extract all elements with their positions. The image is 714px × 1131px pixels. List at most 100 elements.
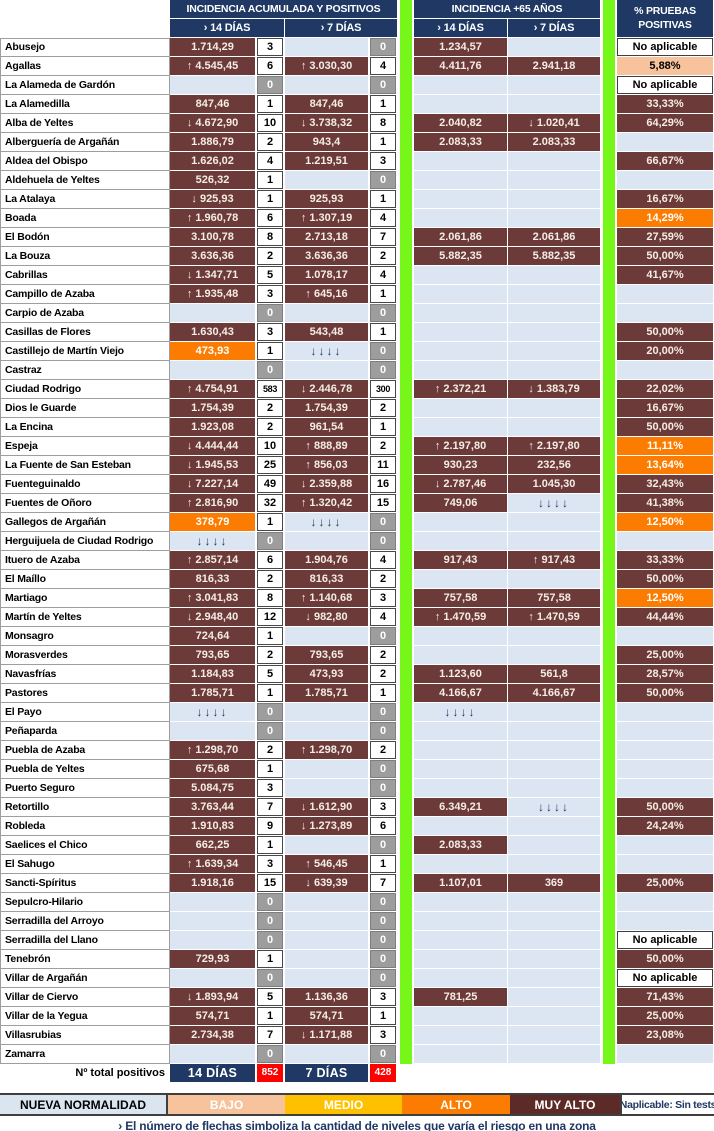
cell-incidencia-14d: 729,93 — [170, 950, 255, 968]
cell-incidencia-7d — [285, 304, 368, 322]
cell-incidencia-7d — [285, 627, 368, 645]
cell-incidencia65-7d — [508, 304, 600, 322]
header-sub-7-dias-65: › 7 DÍAS — [508, 19, 600, 37]
header-pct-line1: % PRUEBAS — [634, 5, 696, 18]
municipality-name: Tenebrón — [0, 950, 170, 969]
cell-incidencia-14d: 1.910,83 — [170, 817, 255, 835]
cell-incidencia65-7d — [508, 76, 600, 94]
cell-positivos-7d: 1 — [370, 855, 396, 873]
cell-incidencia65-7d — [508, 361, 600, 379]
cell-incidencia65-14d: 6.349,21 — [414, 798, 507, 816]
cell-incidencia-7d: ↑ 1.320,42 — [285, 494, 368, 512]
green-separator-right — [603, 0, 615, 1064]
cell-positivos-14d: 7 — [257, 1026, 283, 1044]
cell-positivos-14d: 0 — [257, 912, 283, 930]
cell-positivos-7d: 3 — [370, 1026, 396, 1044]
cell-positivos-14d: 3 — [257, 855, 283, 873]
cell-positivos-7d: 1 — [370, 1007, 396, 1025]
cell-positivos-14d: 2 — [257, 133, 283, 151]
municipality-name: Ciudad Rodrigo — [0, 380, 170, 399]
cell-pct-pruebas: 50,00% — [617, 323, 713, 341]
cell-positivos-14d: 1 — [257, 513, 283, 531]
cell-incidencia65-14d — [414, 1007, 507, 1025]
cell-positivos-14d: 0 — [257, 931, 283, 949]
municipality-name: Monsagro — [0, 627, 170, 646]
cell-incidencia65-7d — [508, 817, 600, 835]
cell-incidencia65-14d — [414, 627, 507, 645]
cell-positivos-7d: 1 — [370, 190, 396, 208]
cell-incidencia-7d: 847,46 — [285, 95, 368, 113]
cell-positivos-14d: 1 — [257, 627, 283, 645]
cell-positivos-14d: 2 — [257, 247, 283, 265]
cell-positivos-14d: 2 — [257, 741, 283, 759]
cell-positivos-7d: 0 — [370, 627, 396, 645]
cell-positivos-14d: 3 — [257, 779, 283, 797]
cell-pct-pruebas — [617, 912, 713, 930]
cell-incidencia65-7d — [508, 152, 600, 170]
cell-positivos-7d: 0 — [370, 722, 396, 740]
cell-incidencia65-14d — [414, 893, 507, 911]
cell-incidencia65-7d — [508, 323, 600, 341]
cell-positivos-7d: 0 — [370, 304, 396, 322]
cell-pct-pruebas: 41,38% — [617, 494, 713, 512]
municipality-name: Pastores — [0, 684, 170, 703]
cell-positivos-7d: 2 — [370, 399, 396, 417]
cell-incidencia-7d: 1.078,17 — [285, 266, 368, 284]
cell-incidencia65-7d: ↑ 1.470,59 — [508, 608, 600, 626]
header-sub-7-dias: › 7 DÍAS — [285, 19, 397, 37]
cell-pct-pruebas: 5,88% — [617, 57, 713, 75]
municipality-name: Espeja — [0, 437, 170, 456]
cell-positivos-7d: 0 — [370, 76, 396, 94]
municipality-name: Puebla de Azaba — [0, 741, 170, 760]
cell-pct-pruebas: 16,67% — [617, 190, 713, 208]
cell-incidencia-14d: 526,32 — [170, 171, 255, 189]
cell-incidencia65-7d — [508, 570, 600, 588]
cell-incidencia65-14d — [414, 266, 507, 284]
cell-incidencia65-14d: 2.040,82 — [414, 114, 507, 132]
legend-bajo: BAJO — [168, 1095, 285, 1114]
cell-incidencia65-14d — [414, 190, 507, 208]
cell-incidencia65-14d — [414, 1026, 507, 1044]
cell-pct-pruebas — [617, 855, 713, 873]
cell-incidencia65-7d — [508, 760, 600, 778]
cell-incidencia65-7d — [508, 532, 600, 550]
cell-pct-pruebas: 22,02% — [617, 380, 713, 398]
cell-incidencia65-14d — [414, 171, 507, 189]
cell-incidencia65-7d — [508, 1007, 600, 1025]
cell-incidencia-14d: ↓ 1.893,94 — [170, 988, 255, 1006]
cell-incidencia65-14d — [414, 1045, 507, 1063]
cell-incidencia65-7d — [508, 722, 600, 740]
cell-incidencia65-14d — [414, 779, 507, 797]
cell-incidencia65-14d — [414, 95, 507, 113]
cell-positivos-14d: 0 — [257, 703, 283, 721]
cell-incidencia-7d — [285, 779, 368, 797]
cell-positivos-14d: 6 — [257, 209, 283, 227]
cell-incidencia-14d: 574,71 — [170, 1007, 255, 1025]
cell-incidencia-14d — [170, 722, 255, 740]
cell-pct-pruebas: 50,00% — [617, 247, 713, 265]
cell-positivos-7d: 1 — [370, 285, 396, 303]
municipality-name: Zamarra — [0, 1045, 170, 1064]
cell-incidencia-14d — [170, 304, 255, 322]
cell-incidencia-7d — [285, 361, 368, 379]
cell-incidencia-7d: 473,93 — [285, 665, 368, 683]
cell-incidencia65-14d — [414, 760, 507, 778]
cell-incidencia-14d: 1.626,02 — [170, 152, 255, 170]
cell-incidencia65-7d: 5.882,35 — [508, 247, 600, 265]
cell-pct-pruebas: 44,44% — [617, 608, 713, 626]
cell-positivos-14d: 2 — [257, 646, 283, 664]
cell-positivos-14d: 7 — [257, 798, 283, 816]
cell-incidencia65-14d: 1.123,60 — [414, 665, 507, 683]
cell-incidencia-7d: ↑ 856,03 — [285, 456, 368, 474]
municipality-name: Boada — [0, 209, 170, 228]
cell-positivos-14d: 1 — [257, 171, 283, 189]
cell-incidencia65-14d: ↑ 2.197,80 — [414, 437, 507, 455]
cell-incidencia-14d: 662,25 — [170, 836, 255, 854]
cell-incidencia65-7d: ↓ 1.383,79 — [508, 380, 600, 398]
cell-incidencia-14d: ↓↓↓↓ — [170, 532, 255, 550]
cell-positivos-14d: 5 — [257, 665, 283, 683]
cell-incidencia-7d: 574,71 — [285, 1007, 368, 1025]
cell-pct-pruebas: 50,00% — [617, 798, 713, 816]
cell-incidencia65-14d — [414, 931, 507, 949]
